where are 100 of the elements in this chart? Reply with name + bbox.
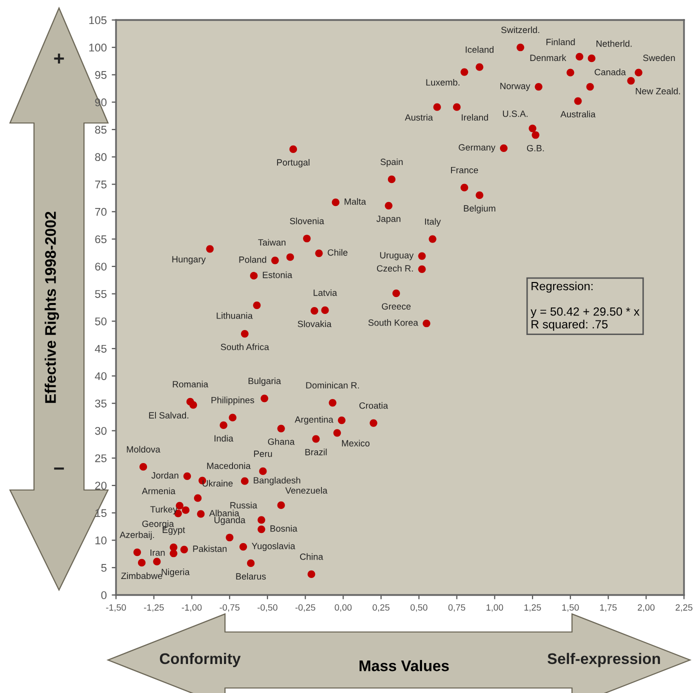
annotation: Chile <box>328 249 348 256</box>
x-tick-label: -0,50 <box>258 604 278 612</box>
y-tick-label: 0 <box>101 591 107 600</box>
annotation: Malta <box>344 198 366 205</box>
annotation: Moldova <box>126 446 160 453</box>
x-tick-label: 2,25 <box>676 604 692 612</box>
annotation: Ireland <box>462 114 488 121</box>
text: − <box>54 468 64 470</box>
annotation: Ukraine <box>202 480 233 487</box>
y-tick-label: 60 <box>95 262 107 271</box>
annotation: South Korea <box>368 319 418 326</box>
x-axis-title: Mass Values <box>360 660 449 672</box>
annotation: Greece <box>382 303 411 310</box>
annotation: Slovakia <box>298 320 332 328</box>
x-tick-label: -0,25 <box>295 604 316 612</box>
y-tick-label: 40 <box>94 372 107 380</box>
annotation: Switzerld. <box>501 26 540 34</box>
annotation: Uruguay <box>380 252 414 260</box>
annotation: Zimbabwe <box>121 572 162 580</box>
y-axis-title: Effective Rights 1998-2002 <box>44 212 59 403</box>
annotation: U.S.A. <box>502 110 528 117</box>
annotation: Macedonia <box>207 462 251 470</box>
x-tick-label: -1,00 <box>182 604 202 612</box>
annotation: Bangladesh <box>254 476 300 486</box>
annotation: Sweden <box>643 54 675 62</box>
annotation: Philippines <box>212 396 254 406</box>
y-tick-label: 25 <box>95 454 107 462</box>
annotation: Luxemb. <box>426 78 460 86</box>
y-tick-label: 95 <box>95 71 107 79</box>
annotation: Romania <box>172 380 208 388</box>
y-tick-label: 65 <box>95 235 107 244</box>
annotation: Egypt <box>162 526 186 535</box>
annotation: Netherld. <box>596 40 632 47</box>
annotation: Brazil <box>305 448 327 456</box>
annotation: Georgia <box>142 520 174 529</box>
annotation: Portugal <box>277 158 310 168</box>
y-tick-label: 35 <box>95 400 107 408</box>
annotation: Dominican R. <box>306 382 359 388</box>
annotation: India <box>214 434 234 442</box>
x-tick-label: 2,00 <box>638 604 655 612</box>
y-tick-label: 105 <box>89 16 107 24</box>
annotation: Ghana <box>268 438 295 445</box>
y-tick-label: 100 <box>89 44 107 52</box>
x-tick-label: -0,75 <box>220 604 240 612</box>
annotation: Argentina <box>294 416 334 425</box>
x-tick-label: 0,00 <box>334 604 352 612</box>
x-tick-label: 1,00 <box>486 604 504 612</box>
y-tick-label: 85 <box>95 126 107 134</box>
y-tick-label: 50 <box>95 317 107 326</box>
annotation: Pakistan <box>193 545 227 552</box>
annotation: China <box>300 553 324 560</box>
annotation: Uganda <box>214 516 246 525</box>
annotation: Jordan <box>151 472 178 479</box>
annotation: Venezuela <box>285 487 328 494</box>
x-tick-label: 1,75 <box>600 604 617 612</box>
text: Conformity <box>160 652 241 668</box>
y-tick-label: 45 <box>94 344 107 353</box>
annotation: Austria <box>404 114 433 121</box>
x-tick-label: 1,50 <box>562 604 579 612</box>
y-tick-label: 55 <box>95 290 107 298</box>
x-tick-label: 0,50 <box>410 604 428 612</box>
annotation: Czech R. <box>376 264 413 272</box>
annotation: Albania <box>209 510 240 516</box>
y-tick-label: 70 <box>95 208 107 216</box>
annotation: Nigeria <box>162 568 190 577</box>
text: Regression: y = 50.42 + 29.50 * x R squared: .75 <box>530 282 640 331</box>
annotation: Denmark <box>530 54 566 62</box>
text: + <box>54 54 64 64</box>
y-tick-label: 10 <box>95 536 107 544</box>
y-tick-label: 20 <box>95 482 107 490</box>
x-tick-label: -1,25 <box>144 604 164 612</box>
annotation: Peru <box>254 450 272 457</box>
x-tick-label: -1,50 <box>106 604 126 612</box>
annotation: Mexico <box>342 440 370 446</box>
annotation: Slovenia <box>290 218 324 224</box>
annotation: Lithuania <box>216 312 253 319</box>
annotation: Australia <box>560 110 596 118</box>
x-tick-label: 0,25 <box>372 604 390 612</box>
annotation: El Salvad. <box>149 412 188 419</box>
y-tick-label: 75 <box>95 180 107 188</box>
annotation: G.B. <box>526 144 544 152</box>
annotation: Estonia <box>262 272 292 278</box>
x-tick-label: 1,25 <box>524 604 541 612</box>
annotation: Bulgaria <box>248 377 281 386</box>
text: Self-expression <box>548 652 660 668</box>
annotation: Armenia <box>142 488 176 494</box>
annotation: Norway <box>500 82 530 92</box>
annotation: Turkey <box>150 506 178 514</box>
annotation: Iran <box>150 550 165 556</box>
x-tick-label: 0,75 <box>448 604 466 612</box>
annotation: Belgium <box>464 204 496 214</box>
annotation: Azerbaij. <box>120 531 154 540</box>
annotation: Yugoslavia <box>252 542 296 552</box>
annotation: Finland <box>546 38 575 46</box>
annotation: South Africa <box>220 344 270 350</box>
annotation: France <box>451 166 478 174</box>
annotation: Italy <box>425 218 441 227</box>
annotation: New Zeald. <box>636 88 680 94</box>
annotation: Germany <box>458 144 496 152</box>
annotation: Spain <box>380 158 403 167</box>
